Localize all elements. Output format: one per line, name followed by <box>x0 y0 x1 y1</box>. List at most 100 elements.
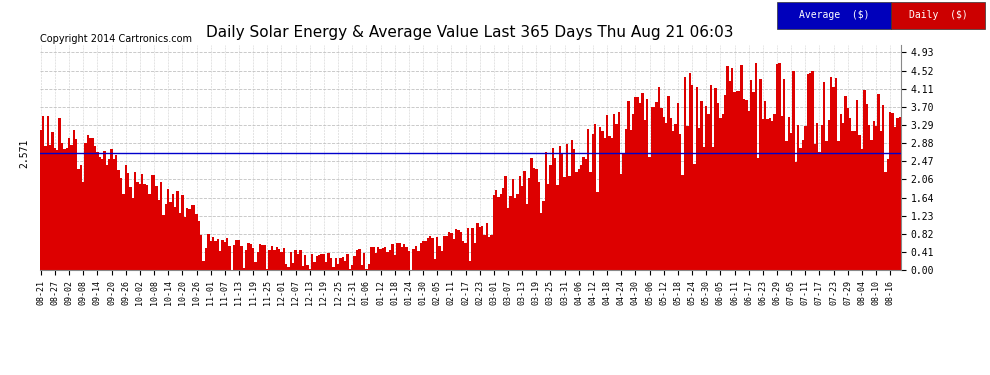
Bar <box>434 258 436 270</box>
Bar <box>137 182 139 270</box>
Bar <box>391 244 394 270</box>
Bar <box>700 101 703 270</box>
Bar <box>268 250 271 270</box>
Bar <box>759 79 761 270</box>
Bar <box>333 267 335 270</box>
Bar <box>63 149 65 270</box>
Bar <box>604 138 606 270</box>
Bar <box>214 242 217 270</box>
Bar <box>729 81 731 270</box>
Bar <box>87 135 89 270</box>
Bar <box>882 105 884 270</box>
Bar <box>514 198 516 270</box>
Bar <box>724 95 727 270</box>
Bar <box>741 65 742 270</box>
Bar <box>248 243 249 270</box>
Bar <box>544 152 546 270</box>
Bar <box>807 74 809 270</box>
Bar <box>684 76 686 270</box>
Bar <box>490 235 493 270</box>
Bar <box>592 134 594 270</box>
Bar <box>82 182 84 270</box>
Bar <box>40 130 42 270</box>
Bar <box>540 213 543 270</box>
Bar <box>462 242 464 270</box>
Bar <box>809 73 811 270</box>
Bar <box>245 250 248 270</box>
Text: Average  ($): Average ($) <box>799 10 869 20</box>
Bar <box>429 236 432 270</box>
Bar <box>769 118 771 270</box>
Bar <box>727 66 729 270</box>
Bar <box>483 235 485 270</box>
Bar <box>549 165 551 270</box>
Bar <box>877 94 880 270</box>
Bar <box>531 158 533 270</box>
Bar <box>353 256 355 270</box>
Bar <box>446 236 447 270</box>
Bar <box>672 131 674 270</box>
Bar <box>313 262 316 270</box>
Bar <box>60 143 63 270</box>
Bar <box>254 262 256 270</box>
Bar <box>800 148 802 270</box>
Bar <box>459 232 462 270</box>
Bar <box>134 172 137 270</box>
Bar <box>719 118 722 270</box>
Bar <box>858 135 860 270</box>
Bar <box>283 248 285 270</box>
Bar <box>408 251 410 270</box>
Bar <box>42 116 45 270</box>
Bar <box>210 241 212 270</box>
Bar <box>620 174 623 270</box>
Bar <box>403 244 405 270</box>
Bar <box>261 245 263 270</box>
Bar <box>507 208 509 270</box>
Bar <box>655 102 657 270</box>
Bar <box>509 196 512 270</box>
Bar <box>191 205 193 270</box>
Bar <box>476 223 478 270</box>
Bar <box>849 118 851 270</box>
Bar <box>551 148 554 270</box>
Bar <box>773 114 776 270</box>
Bar <box>401 247 403 270</box>
Bar <box>306 266 309 270</box>
Bar <box>415 246 417 270</box>
Text: 2.571: 2.571 <box>20 138 30 168</box>
Bar <box>674 124 677 270</box>
Bar <box>113 159 115 270</box>
Bar <box>554 158 556 270</box>
Bar <box>863 90 865 270</box>
Bar <box>585 159 587 270</box>
Bar <box>233 245 236 270</box>
Bar <box>94 146 96 270</box>
Bar <box>101 159 103 270</box>
Bar <box>256 252 259 270</box>
Title: Daily Solar Energy & Average Value Last 365 Days Thu Aug 21 06:03: Daily Solar Energy & Average Value Last … <box>207 25 734 40</box>
Bar <box>804 126 807 270</box>
Bar <box>833 87 835 270</box>
Bar <box>853 131 856 270</box>
Bar <box>299 251 302 270</box>
Bar <box>188 209 191 270</box>
Bar <box>243 268 245 270</box>
Bar <box>200 236 202 270</box>
Bar <box>568 176 570 270</box>
Bar <box>884 172 887 270</box>
Bar <box>118 170 120 270</box>
Bar <box>405 246 408 270</box>
Bar <box>703 147 705 270</box>
Bar <box>653 107 655 270</box>
Bar <box>106 165 108 270</box>
Bar <box>587 129 589 270</box>
Bar <box>754 63 757 270</box>
Bar <box>589 172 592 270</box>
Bar <box>441 252 444 270</box>
Bar <box>45 146 47 270</box>
Bar <box>597 192 599 270</box>
Bar <box>681 176 684 270</box>
Bar <box>420 243 422 270</box>
Bar <box>302 266 304 270</box>
Bar <box>764 101 766 270</box>
